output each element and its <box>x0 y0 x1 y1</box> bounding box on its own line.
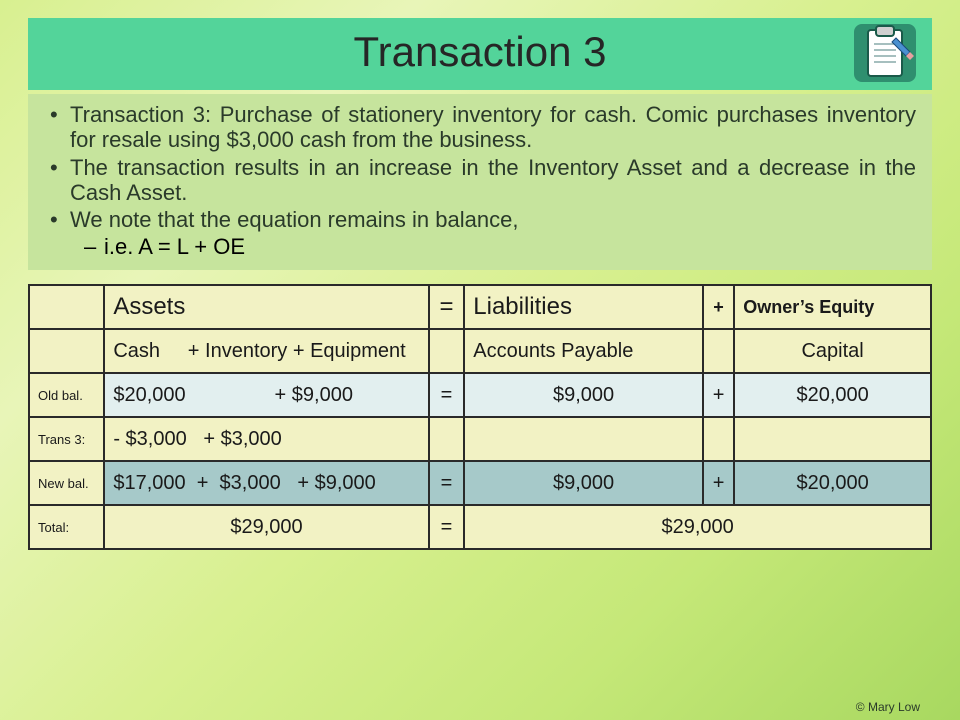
header-owners-equity: Owner’s Equity <box>734 285 931 329</box>
bullet-3-sub: i.e. A = L + OE <box>44 234 916 260</box>
old-assets: $20,000 + $9,000 <box>104 373 428 417</box>
new-assets: $17,000 + $3,000 + $9,000 <box>104 461 428 505</box>
header-blank <box>29 285 104 329</box>
total-eq: = <box>429 505 465 549</box>
row-label-old: Old bal. <box>29 373 104 417</box>
new-plus: + <box>703 461 734 505</box>
table-row-new: New bal. $17,000 + $3,000 + $9,000 = $9,… <box>29 461 931 505</box>
body-text: Transaction 3: Purchase of stationery in… <box>28 94 932 270</box>
table-subheader-row: Cash + Inventory + Equipment Accounts Pa… <box>29 329 931 373</box>
trans-eq <box>429 417 465 461</box>
subheader-eq <box>429 329 465 373</box>
new-liab: $9,000 <box>464 461 703 505</box>
bullet-1: Transaction 3: Purchase of stationery in… <box>44 102 916 153</box>
row-label-total: Total: <box>29 505 104 549</box>
bullet-2: The transaction results in an increase i… <box>44 155 916 206</box>
old-plus: + <box>703 373 734 417</box>
table-row-old: Old bal. $20,000 + $9,000 = $9,000 + $20… <box>29 373 931 417</box>
clipboard-icon <box>850 20 920 86</box>
copyright: © Mary Low <box>856 700 920 714</box>
subheader-assets: Cash + Inventory + Equipment <box>104 329 428 373</box>
new-oe: $20,000 <box>734 461 931 505</box>
total-liab-oe: $29,000 <box>464 505 931 549</box>
slide: Transaction 3 Transaction 3: Purchase of… <box>0 0 960 550</box>
row-label-trans: Trans 3: <box>29 417 104 461</box>
new-eq: = <box>429 461 465 505</box>
bullet-3: We note that the equation remains in bal… <box>44 207 916 232</box>
equation-table: Assets = Liabilities + Owner’s Equity Ca… <box>28 284 932 550</box>
trans-assets: - $3,000 + $3,000 <box>104 417 428 461</box>
subheader-liab: Accounts Payable <box>464 329 703 373</box>
trans-liab <box>464 417 703 461</box>
trans-plus <box>703 417 734 461</box>
header-liabilities: Liabilities <box>464 285 703 329</box>
total-assets: $29,000 <box>104 505 428 549</box>
header-eq: = <box>429 285 465 329</box>
old-eq: = <box>429 373 465 417</box>
old-oe: $20,000 <box>734 373 931 417</box>
subheader-plus <box>703 329 734 373</box>
table-row-trans: Trans 3: - $3,000 + $3,000 <box>29 417 931 461</box>
table-header-row: Assets = Liabilities + Owner’s Equity <box>29 285 931 329</box>
header-plus: + <box>703 285 734 329</box>
slide-title: Transaction 3 <box>354 28 607 75</box>
old-liab: $9,000 <box>464 373 703 417</box>
title-banner: Transaction 3 <box>28 18 932 90</box>
subheader-oe: Capital <box>734 329 931 373</box>
table-row-total: Total: $29,000 = $29,000 <box>29 505 931 549</box>
row-label-new: New bal. <box>29 461 104 505</box>
trans-oe <box>734 417 931 461</box>
subheader-blank <box>29 329 104 373</box>
header-assets: Assets <box>104 285 428 329</box>
